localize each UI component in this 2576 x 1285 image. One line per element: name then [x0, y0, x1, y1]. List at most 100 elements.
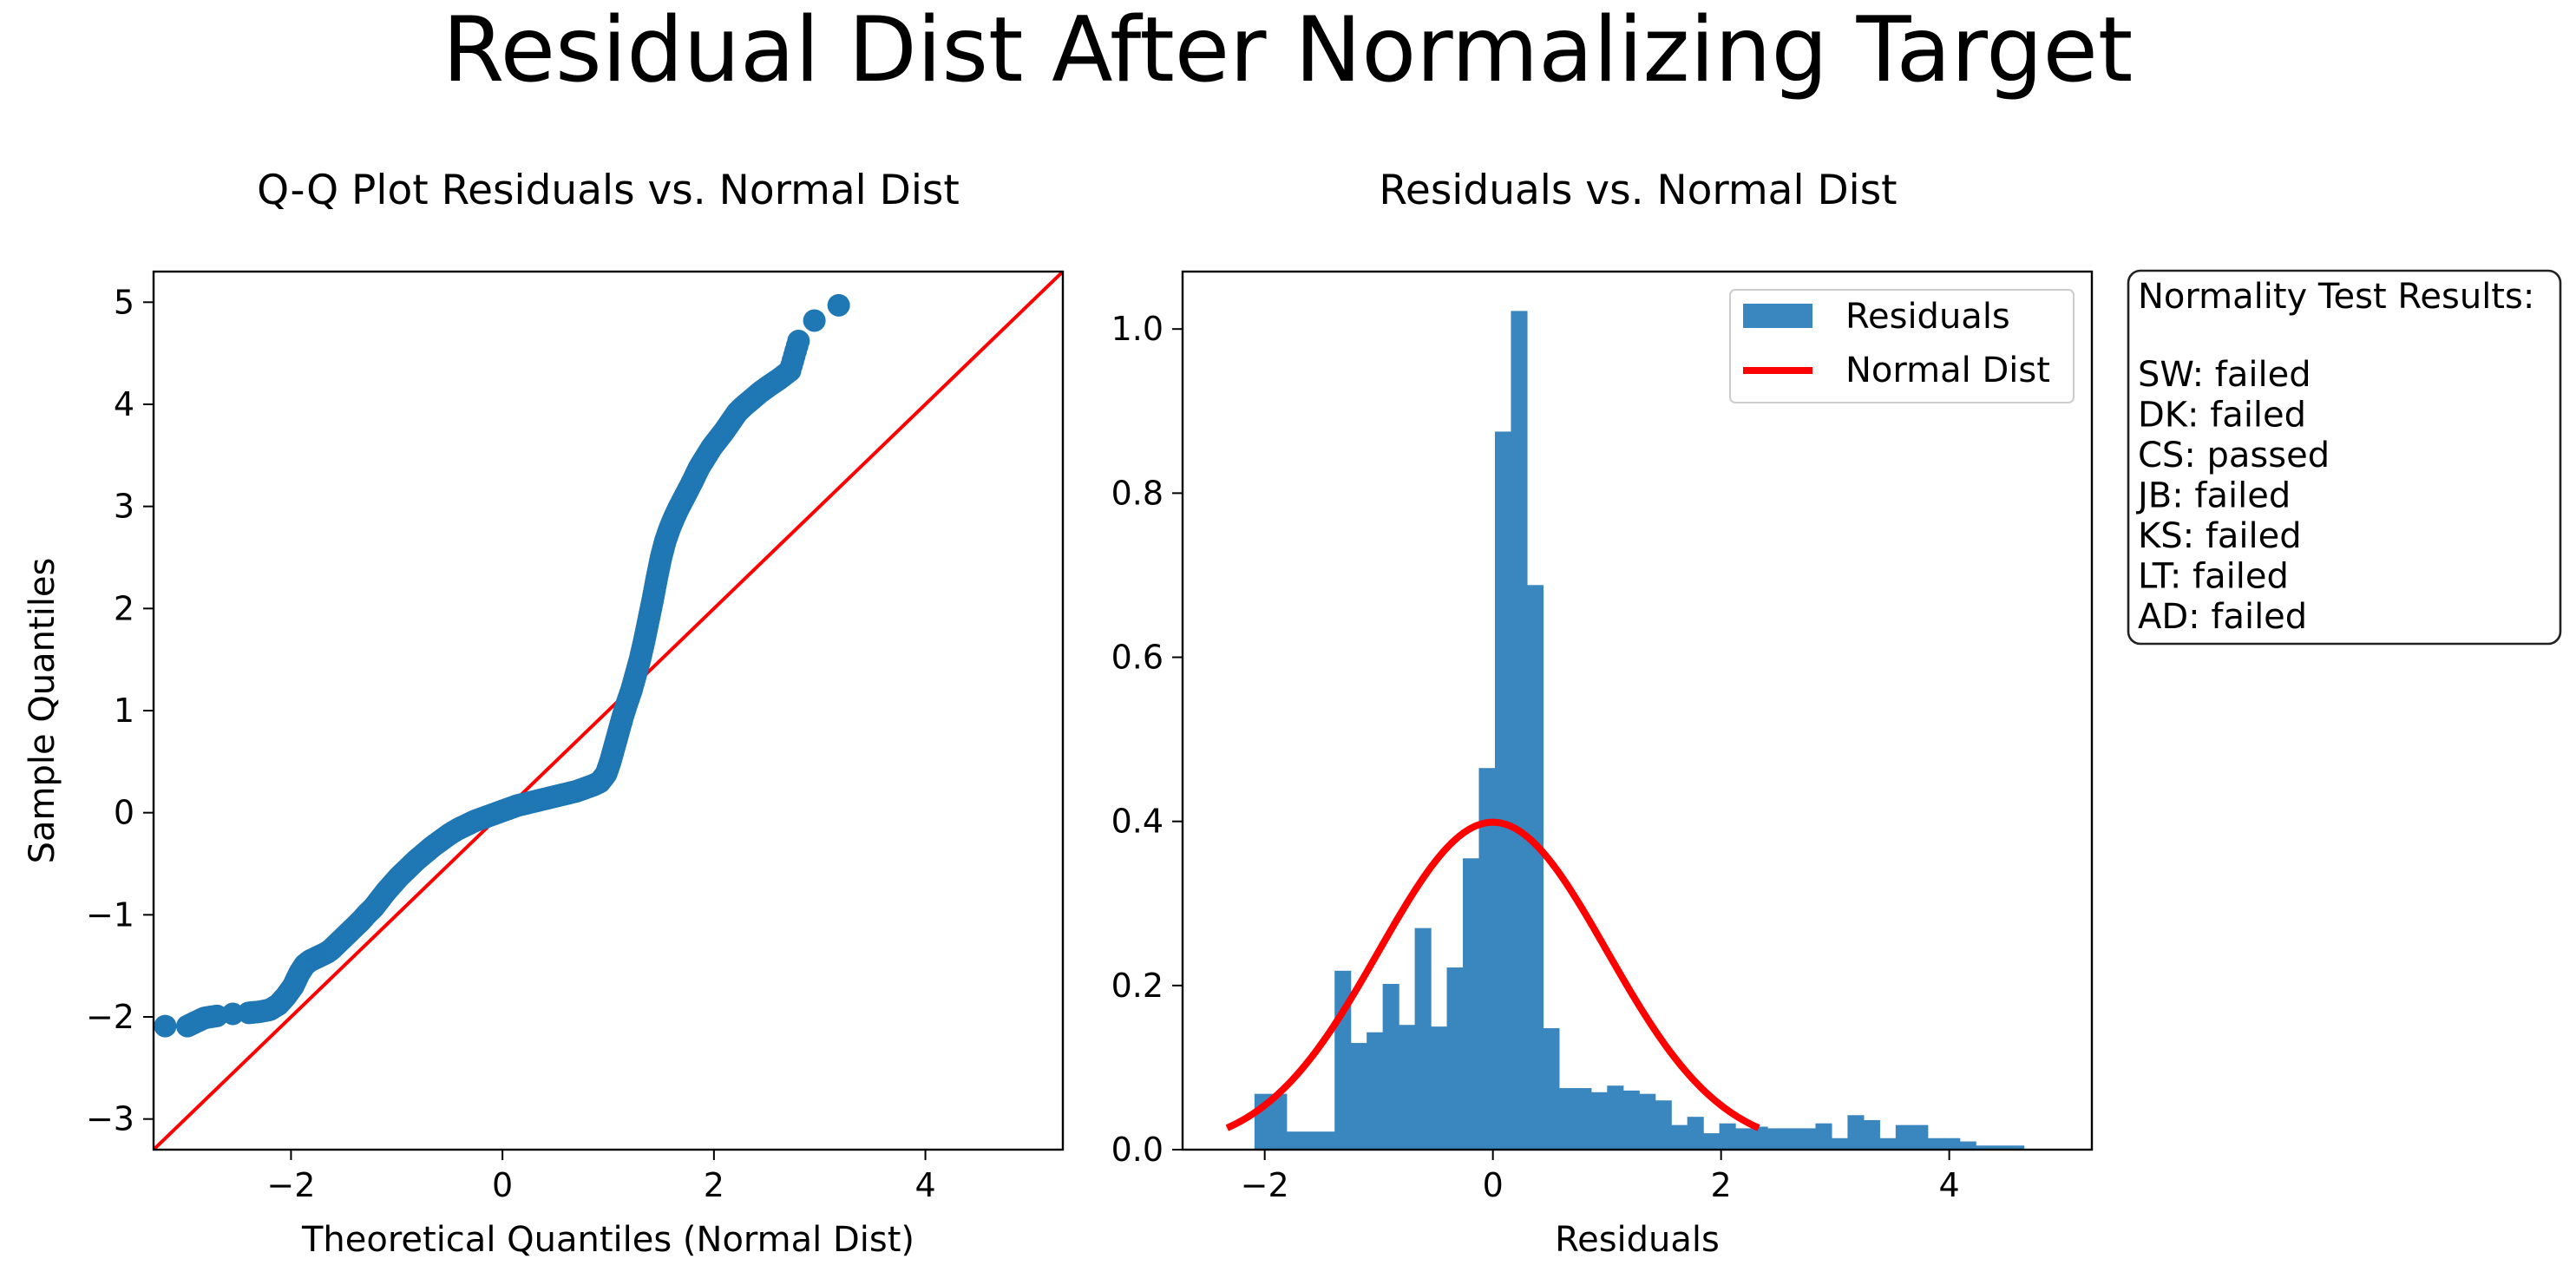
results-box-line: CS: passed: [2138, 436, 2330, 475]
histogram-y-axis-ticks: 0.0 0.2 0.4 0.6 0.8 1.0: [1111, 310, 1183, 1169]
histogram-bar: [1943, 1137, 1961, 1150]
histogram-bar: [1703, 1133, 1721, 1150]
qq-x-tick-label: 0: [492, 1166, 513, 1204]
qq-point: [803, 309, 826, 332]
histogram-y-tick-label: 0.4: [1111, 803, 1163, 841]
histogram-bar: [1511, 311, 1528, 1150]
histogram-bar: [1350, 1043, 1367, 1150]
qq-x-tick-label: 2: [704, 1166, 724, 1204]
histogram-bar: [1607, 1085, 1624, 1150]
histogram-bar: [1959, 1141, 1976, 1150]
results-box-frame: [2127, 269, 2562, 646]
qq-points-layer: [154, 293, 850, 1038]
histogram-bar: [1590, 1092, 1608, 1150]
histogram-bar: [1318, 1131, 1335, 1150]
results-box-line: JB: failed: [2135, 476, 2291, 516]
histogram-bar: [1414, 928, 1432, 1150]
qq-y-tick-label: −3: [86, 1100, 134, 1138]
legend-label-normal-dist: Normal Dist: [1845, 351, 2050, 390]
results-box-line: DK: failed: [2138, 396, 2306, 436]
histogram-bar: [1895, 1124, 1912, 1150]
qq-plot-title: Q-Q Plot Residuals vs. Normal Dist: [257, 167, 960, 214]
histogram-bar: [1735, 1128, 1753, 1150]
histogram-bar: [1927, 1137, 1944, 1150]
qq-x-tick-label: 4: [914, 1166, 935, 1204]
qq-x-tick-label: −2: [266, 1166, 315, 1204]
legend-label-residuals: Residuals: [1845, 297, 2010, 337]
histogram-bar: [1463, 858, 1480, 1150]
histogram-bars-layer: [1254, 311, 2025, 1150]
histogram-bar: [1639, 1093, 1656, 1150]
histogram-x-tick-label: −2: [1241, 1166, 1289, 1204]
histogram-bar: [1446, 967, 1464, 1150]
histogram-bar: [1270, 1093, 1288, 1150]
histogram-bar: [1815, 1123, 1832, 1150]
histogram-bar: [1783, 1128, 1800, 1150]
histogram-bar: [1751, 1126, 1768, 1150]
histogram-title: Residuals vs. Normal Dist: [1379, 167, 1897, 214]
histogram-bar: [1478, 768, 1496, 1150]
qq-x-axis-label: Theoretical Quantiles (Normal Dist): [301, 1220, 914, 1260]
qq-point: [827, 293, 850, 317]
figure-suptitle: Residual Dist After Normalizing Target: [442, 0, 2134, 102]
histogram-bar: [1863, 1119, 1880, 1150]
histogram-bar: [1671, 1124, 1688, 1150]
histogram-bar: [1526, 585, 1544, 1150]
histogram-x-axis-label: Residuals: [1555, 1220, 1720, 1260]
qq-y-tick-label: 2: [114, 589, 134, 627]
histogram-bar: [1847, 1115, 1865, 1150]
histogram-bar: [2008, 1145, 2025, 1150]
qq-point: [787, 330, 810, 353]
histogram-bar: [1719, 1123, 1736, 1150]
histogram-y-tick-label: 0.6: [1111, 639, 1163, 677]
histogram-bar: [1767, 1128, 1785, 1150]
histogram-bar: [1976, 1145, 1993, 1150]
histogram-bar: [1543, 1028, 1560, 1150]
histogram-bar: [1382, 983, 1399, 1150]
histogram-bar: [1302, 1131, 1320, 1150]
results-box-line: KS: failed: [2138, 516, 2302, 556]
histogram-bar: [1911, 1124, 1929, 1150]
qq-reference-line-layer: [154, 272, 1063, 1150]
normal-dist-curve: [1225, 818, 1760, 1131]
histogram-plot: Residuals vs. Normal Dist −2 0 2 4 0.0 0.2 0.…: [1111, 167, 2094, 1260]
qq-y-tick-label: 0: [114, 794, 134, 832]
histogram-bar: [1799, 1128, 1817, 1150]
legend-frame: [1729, 289, 2075, 403]
histogram-bar: [1431, 1026, 1448, 1150]
qq-y-tick-label: 1: [114, 692, 134, 730]
qq-reference-line: [154, 272, 1063, 1150]
normal-curve-layer: [1225, 818, 1760, 1131]
qq-x-axis-ticks: −2 0 2 4: [266, 1150, 936, 1204]
qq-y-tick-label: −1: [86, 895, 134, 934]
qq-plot: Q-Q Plot Residuals vs. Normal Dist −2 0 2 4…: [23, 167, 1065, 1260]
histogram-y-tick-label: 0.8: [1111, 474, 1163, 512]
qq-y-tick-label: −2: [86, 998, 134, 1036]
histogram-bar: [1831, 1137, 1849, 1150]
histogram-bar: [1367, 1032, 1384, 1150]
results-box-line: AD: failed: [2138, 597, 2307, 637]
histogram-frame: [1181, 270, 2094, 1151]
histogram-bar: [1558, 1088, 1576, 1150]
qq-point: [154, 1014, 177, 1038]
results-box-title: Normality Test Results:: [2138, 277, 2534, 317]
qq-y-tick-label: 5: [114, 283, 134, 321]
histogram-bar: [1991, 1145, 2009, 1150]
histogram-y-tick-label: 0.0: [1111, 1131, 1163, 1169]
histogram-x-tick-label: 4: [1939, 1166, 1960, 1204]
histogram-bar: [1879, 1137, 1897, 1150]
histogram-y-tick-label: 0.2: [1111, 967, 1163, 1005]
histogram-legend: Residuals Normal Dist: [1729, 289, 2075, 403]
histogram-bar: [1399, 1025, 1416, 1150]
histogram-x-tick-label: 2: [1711, 1166, 1732, 1204]
legend-swatch-residuals: [1743, 304, 1812, 328]
histogram-x-tick-label: 0: [1483, 1166, 1504, 1204]
results-box-line: SW: failed: [2138, 355, 2311, 395]
qq-y-axis-ticks: −3 −2 −1 0 1 2 3 4 5: [86, 283, 154, 1138]
histogram-bar: [1655, 1100, 1672, 1150]
histogram-bar: [1575, 1088, 1592, 1150]
results-box-line: LT: failed: [2138, 557, 2289, 597]
